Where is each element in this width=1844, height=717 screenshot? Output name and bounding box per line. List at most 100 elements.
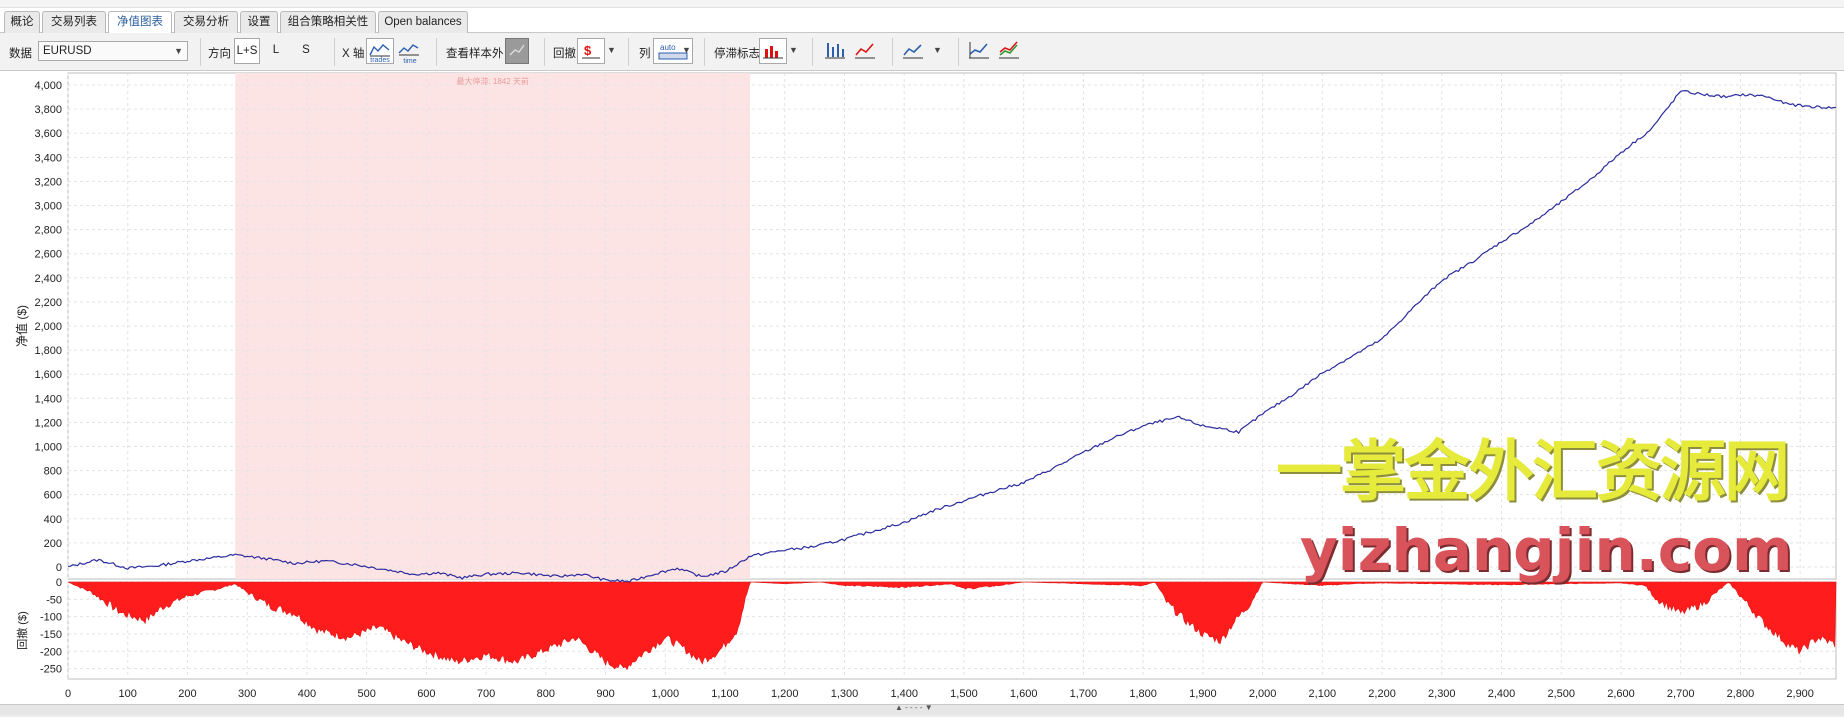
chevron-down-icon: ▼: [174, 46, 183, 56]
xaxis-time-button[interactable]: time: [396, 38, 424, 65]
chart-style-line-button[interactable]: [852, 38, 880, 64]
x-tick-label: 2,600: [1607, 688, 1635, 700]
symbol-value: EURUSD: [43, 45, 92, 57]
chart-toolbar: 数据 EURUSD ▼ 方向 L+S L S X 轴 trades time 查…: [0, 33, 1844, 71]
bottom-resize-bar[interactable]: ▲ - - - - ▼: [0, 703, 1844, 715]
x-tick-label: 2,300: [1428, 688, 1456, 700]
x-tick-label: 600: [417, 688, 435, 700]
separator: [544, 38, 545, 66]
equity-y-tick-label: 1,000: [34, 441, 62, 453]
separator: [892, 38, 893, 66]
x-tick-label: 1,100: [711, 688, 739, 700]
watermark-chinese: 一掌金外汇资源网: [1276, 433, 1790, 510]
auto-text: auto: [660, 43, 676, 52]
out-of-sample-label: 查看样本外: [446, 48, 504, 60]
drawdown-dropdown-arrow[interactable]: ▼: [607, 45, 616, 55]
compare-single-button[interactable]: [966, 38, 994, 64]
x-tick-label: 2,000: [1249, 688, 1277, 700]
line-chart-icon: [398, 44, 419, 56]
chart-type-dropdown-arrow[interactable]: ▼: [933, 45, 942, 55]
x-tick-label: 1,000: [652, 688, 680, 700]
tab-equity-chart[interactable]: 净值图表: [108, 11, 172, 34]
time-caption: time: [403, 58, 417, 65]
stagnation-dropdown-arrow[interactable]: ▼: [789, 45, 798, 55]
x-tick-label: 1,700: [1070, 688, 1098, 700]
auto-columns-icon: auto: [658, 43, 688, 60]
equity-y-tick-label: 0: [56, 562, 62, 574]
direction-short-button[interactable]: S: [302, 44, 310, 56]
equity-y-tick-label: 200: [44, 538, 62, 550]
stagnation-label: 停滞标志: [714, 48, 760, 60]
chart-style-bars-button[interactable]: [822, 38, 850, 64]
x-tick-label: 200: [178, 688, 196, 700]
x-tick-label: 700: [477, 688, 495, 700]
equity-y-tick-label: 2,200: [34, 297, 62, 309]
equity-drawdown-chart: 最大停滞: 1842 天前 0 100 200 300 400 500 600 700 800 90…: [14, 72, 1837, 700]
x-tick-label: 300: [238, 688, 256, 700]
x-tick-label: 400: [298, 688, 316, 700]
xaxis-trades-button[interactable]: trades: [366, 38, 394, 64]
equity-line: [67, 89, 1837, 583]
x-tick-label: 1,900: [1189, 688, 1217, 700]
drawdown-y-tick-label: -200: [40, 646, 62, 658]
tab-overview[interactable]: 概论: [4, 11, 40, 33]
bar-chart-icon: [825, 43, 845, 59]
equity-y-tick-label: 3,200: [34, 176, 62, 188]
direction-ls-button[interactable]: L+S: [234, 38, 260, 64]
equity-y-tick-label: 3,600: [34, 128, 62, 140]
x-tick-label: 2,800: [1727, 688, 1755, 700]
x-tick-label: 1,500: [950, 688, 978, 700]
multi-line-chart-icon: [999, 41, 1019, 59]
separator: [812, 38, 813, 66]
chart-area: 最大停滞: 1842 天前 0 100 200 300 400 500 600 700 800 90…: [0, 71, 1844, 714]
drawdown-axis-label: 回撤 ($): [15, 611, 29, 650]
stagnation-bars-icon: [763, 46, 783, 59]
x-tick-label: 900: [596, 688, 614, 700]
equity-y-tick-label: 4,000: [34, 80, 62, 92]
out-of-sample-toggle[interactable]: [505, 38, 529, 64]
tab-settings[interactable]: 设置: [240, 11, 278, 33]
equity-y-tick-label: 400: [44, 514, 62, 526]
line-chart-icon: [969, 42, 989, 59]
dollar-drawdown-icon: $: [582, 43, 600, 59]
x-tick-label: 2,200: [1368, 688, 1396, 700]
x-tick-label: 1,300: [831, 688, 859, 700]
columns-dropdown-arrow[interactable]: ▼: [682, 45, 691, 55]
symbol-select[interactable]: EURUSD ▼: [38, 41, 188, 61]
data-label: 数据: [9, 48, 32, 60]
equity-y-tick-label: 1,800: [34, 345, 62, 357]
direction-long-button[interactable]: L: [272, 44, 280, 56]
tab-trade-analysis[interactable]: 交易分析: [174, 11, 238, 33]
stagnation-label: 最大停滞: 1842 天前: [456, 76, 528, 86]
stagnation-button[interactable]: [759, 38, 787, 64]
compare-multi-button[interactable]: [996, 38, 1024, 64]
watermark-url: yizhangjin.com: [1300, 516, 1793, 584]
equity-y-tick-label: 2,000: [34, 321, 62, 333]
svg-text:$: $: [584, 43, 592, 58]
line-chart-icon: [369, 44, 390, 57]
x-tick-label: 100: [119, 688, 137, 700]
equity-y-tick-label: 2,600: [34, 249, 62, 261]
tab-portfolio-correlation[interactable]: 组合策略相关性: [280, 11, 376, 33]
drawdown-y-tick-label: -150: [40, 629, 62, 641]
chart-toggle-icon: [509, 44, 525, 56]
equity-y-tick-label: 2,800: [34, 225, 62, 237]
tab-open-balances[interactable]: Open balances: [378, 11, 468, 33]
columns-auto-button[interactable]: auto: [653, 38, 693, 64]
x-tick-label: 2,400: [1488, 688, 1516, 700]
separator: [704, 38, 705, 66]
drawdown-mode-button[interactable]: $: [577, 38, 605, 64]
x-tick-label: 800: [537, 688, 555, 700]
x-tick-label: 2,100: [1309, 688, 1337, 700]
drawdown-y-tick-label: -50: [46, 594, 62, 606]
chart-type-button[interactable]: [900, 38, 928, 64]
tab-trade-list[interactable]: 交易列表: [42, 11, 106, 33]
resize-handle[interactable]: ▲ - - - - ▼: [895, 703, 933, 712]
line-chart-icon: [903, 44, 923, 59]
columns-label: 列: [639, 48, 651, 60]
separator: [200, 38, 201, 66]
drawdown-y-tick-label: -100: [40, 612, 62, 624]
equity-y-tick-label: 600: [44, 490, 62, 502]
equity-y-tick-label: 1,600: [34, 369, 62, 381]
trades-caption: trades: [370, 57, 390, 64]
